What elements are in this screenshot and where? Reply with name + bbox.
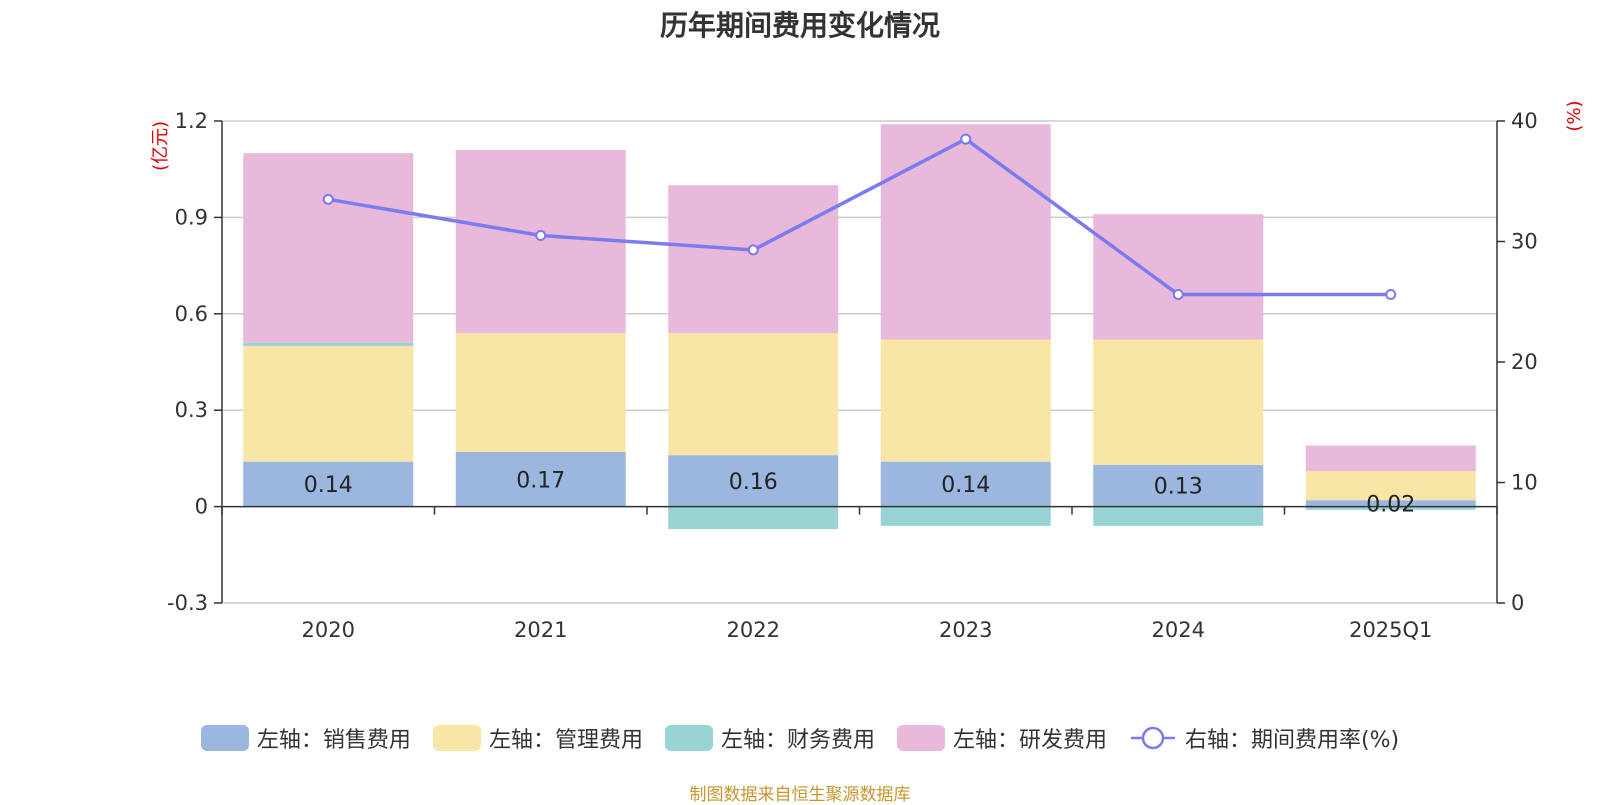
- left-axis-tick-label: 0.9: [175, 205, 208, 229]
- expense-rate-point-2022: [747, 244, 759, 256]
- label-layer: 0.14 0.17 0.16 0.14 0.13 0.02: [304, 468, 1415, 517]
- data-label-sales-2023: 0.14: [941, 473, 990, 498]
- bar-finance-2022: [668, 506, 839, 530]
- bar-rd-2025Q1: [1305, 445, 1476, 472]
- bar-finance-2023: [880, 506, 1051, 526]
- left-axis-tick-label: 0.3: [175, 398, 208, 422]
- expense-rate-point-2024: [1172, 289, 1184, 301]
- legend-label: 左轴：销售费用: [256, 728, 411, 753]
- bar-admin-2022: [668, 333, 839, 456]
- expense-rate-point-2023: [960, 133, 972, 145]
- source-note: 制图数据来自恒生聚源数据库: [689, 785, 911, 805]
- data-label-sales-2025Q1: 0.02: [1366, 492, 1415, 517]
- right-axis-unit: (%): [1564, 100, 1585, 131]
- left-axis-tick-label: 1.2: [175, 109, 208, 133]
- x-axis-tick-label: 2022: [727, 618, 780, 642]
- left-axis-unit: (亿元): [150, 121, 171, 171]
- left-axis-tick-label: 0.6: [175, 302, 208, 326]
- legend-line-swatch-icon: [1130, 726, 1175, 750]
- x-axis-tick-label: 2023: [939, 618, 992, 642]
- legend-label: 左轴：研发费用: [952, 728, 1107, 753]
- legend-swatch: [664, 725, 713, 751]
- expense-rate-point-2020: [322, 193, 334, 205]
- bar-admin-2025Q1: [1305, 471, 1476, 501]
- legend: 左轴：销售费用 左轴：管理费用 左轴：财务费用 左轴：研发费用 右轴：期间费用率(%): [0, 722, 1600, 754]
- bar-finance-2024: [1093, 506, 1264, 526]
- bar-rd-2024: [1093, 214, 1264, 340]
- x-axis-tick-label: 2021: [514, 618, 567, 642]
- legend-item[interactable]: 左轴：财务费用: [664, 722, 875, 754]
- bar-sales-2022: [668, 455, 839, 507]
- bar-rd-2022: [668, 185, 839, 334]
- bar-admin-2021: [455, 333, 626, 452]
- legend-label: 右轴：期间费用率(%): [1184, 728, 1400, 753]
- line-layer: [322, 133, 1397, 301]
- left-axis-tick-label: 0: [195, 495, 208, 519]
- bar-admin-2020: [243, 345, 414, 462]
- data-label-sales-2022: 0.16: [729, 470, 778, 495]
- expense-rate-line: [327, 137, 1391, 297]
- data-label-sales-2024: 0.13: [1154, 475, 1203, 500]
- data-label-sales-2020: 0.14: [304, 473, 353, 498]
- legend-item[interactable]: 左轴：销售费用: [200, 722, 411, 754]
- x-axis-tick-label: 2020: [302, 618, 355, 642]
- legend-label: 左轴：管理费用: [488, 728, 643, 753]
- chart-title: 历年期间费用变化情况: [659, 9, 940, 42]
- x-axis-tick-label: 2025Q1: [1349, 618, 1432, 642]
- right-axis-tick-label: 20: [1511, 350, 1538, 374]
- legend-swatch: [200, 725, 249, 751]
- bar-finance-2025Q1: [1305, 506, 1476, 510]
- legend-item[interactable]: 左轴：研发费用: [896, 722, 1107, 754]
- bar-sales-2023: [880, 461, 1051, 507]
- bar-sales-2020: [243, 461, 414, 507]
- right-axis-tick-label: 30: [1511, 230, 1538, 254]
- bar-finance-2020: [243, 342, 414, 346]
- bar-rd-2023: [880, 124, 1051, 340]
- x-axis-tick-label: 2024: [1152, 618, 1205, 642]
- data-label-sales-2021: 0.17: [516, 468, 565, 493]
- bar-sales-2021: [455, 451, 626, 507]
- bar-admin-2024: [1093, 339, 1264, 465]
- axis-layer: -0.3 0 0.3 0.6 0.9 1.2 0 10 20 30 40 2020 2021 2022 20…: [167, 109, 1538, 642]
- legend-swatch: [432, 725, 481, 751]
- bar-rd-2020: [243, 153, 414, 343]
- bar-sales-2025Q1: [1305, 500, 1476, 507]
- bar-admin-2023: [880, 339, 1051, 462]
- expense-rate-point-2021: [535, 229, 547, 241]
- bar-rd-2021: [455, 149, 626, 334]
- bar-sales-2024: [1093, 464, 1264, 507]
- bar-layer: [243, 124, 1476, 530]
- right-axis-tick-label: 0: [1511, 591, 1524, 615]
- legend-label: 左轴：财务费用: [720, 728, 875, 753]
- right-axis-tick-label: 40: [1511, 109, 1538, 133]
- right-axis-tick-label: 10: [1511, 471, 1538, 495]
- expense-rate-point-2025Q1: [1385, 289, 1397, 301]
- legend-item[interactable]: 左轴：管理费用: [432, 722, 643, 754]
- legend-swatch: [896, 725, 945, 751]
- legend-item[interactable]: 右轴：期间费用率(%): [1129, 722, 1399, 754]
- left-axis-tick-label: -0.3: [167, 591, 208, 615]
